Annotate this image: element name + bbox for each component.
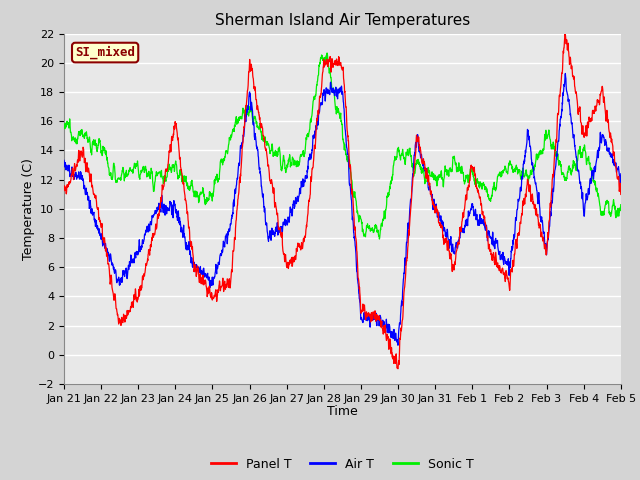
- Title: Sherman Island Air Temperatures: Sherman Island Air Temperatures: [215, 13, 470, 28]
- Y-axis label: Temperature (C): Temperature (C): [22, 158, 35, 260]
- X-axis label: Time: Time: [327, 405, 358, 418]
- Legend: Panel T, Air T, Sonic T: Panel T, Air T, Sonic T: [206, 453, 479, 476]
- Text: SI_mixed: SI_mixed: [75, 46, 135, 59]
